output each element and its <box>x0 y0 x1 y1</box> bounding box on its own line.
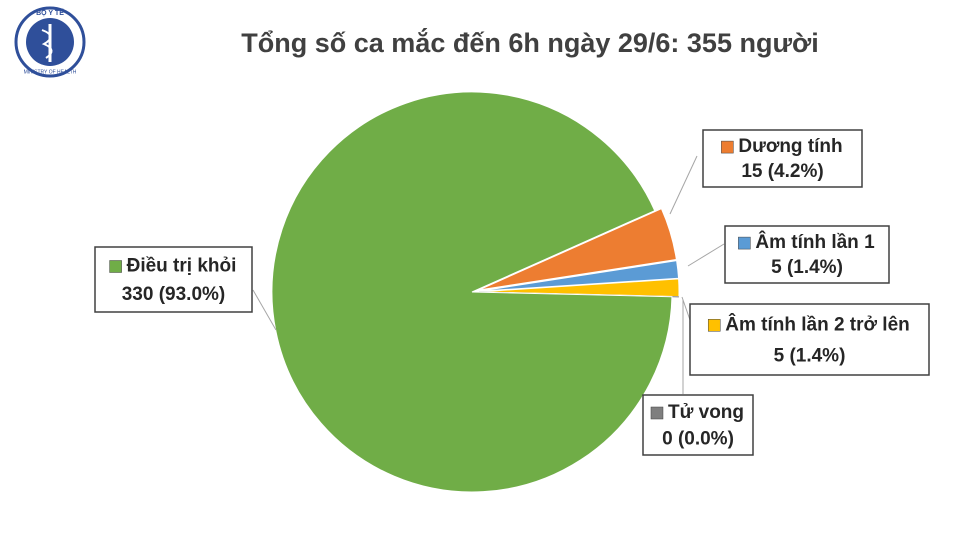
pie-slice <box>271 91 673 493</box>
category-label: Dương tính <box>738 136 842 157</box>
leader-line <box>669 155 698 215</box>
label-box <box>689 303 930 376</box>
logo-snake <box>41 29 53 59</box>
label-box <box>724 225 890 284</box>
legend-swatch <box>109 260 122 273</box>
category-label: Âm tính lần 1 <box>755 231 875 253</box>
label-box <box>702 129 863 188</box>
category-label: Âm tính lần 2 trở lên <box>725 313 910 335</box>
legend-swatch <box>650 406 664 420</box>
label-box <box>94 246 253 313</box>
value-label: 5 (1.4%) <box>771 257 843 278</box>
legend-swatch <box>707 319 721 332</box>
value-label: 5 (1.4%) <box>774 346 846 367</box>
value-label: 330 (93.0%) <box>122 284 226 305</box>
category-label: Điều trị khỏi <box>127 256 237 277</box>
value-label: 15 (4.2%) <box>741 161 823 182</box>
logo: BỘ Y TẾ MINISTRY OF HEALTH <box>14 6 86 78</box>
chart-title: Tổng số ca mắc đến 6h ngày 29/6: 355 ngư… <box>241 27 818 58</box>
leader-line <box>687 243 725 267</box>
logo-top: BỘ Y TẾ <box>36 7 64 17</box>
value-label: 0 (0.0%) <box>662 428 734 449</box>
legend-swatch <box>721 140 734 154</box>
pie-slice <box>478 260 680 292</box>
category-label: Tử vong <box>668 402 744 423</box>
label-box <box>642 394 754 456</box>
legend-swatch <box>738 236 751 250</box>
logo-bottom: MINISTRY OF HEALTH <box>24 69 77 75</box>
pie-slice <box>478 208 677 291</box>
leader-line <box>252 289 277 331</box>
